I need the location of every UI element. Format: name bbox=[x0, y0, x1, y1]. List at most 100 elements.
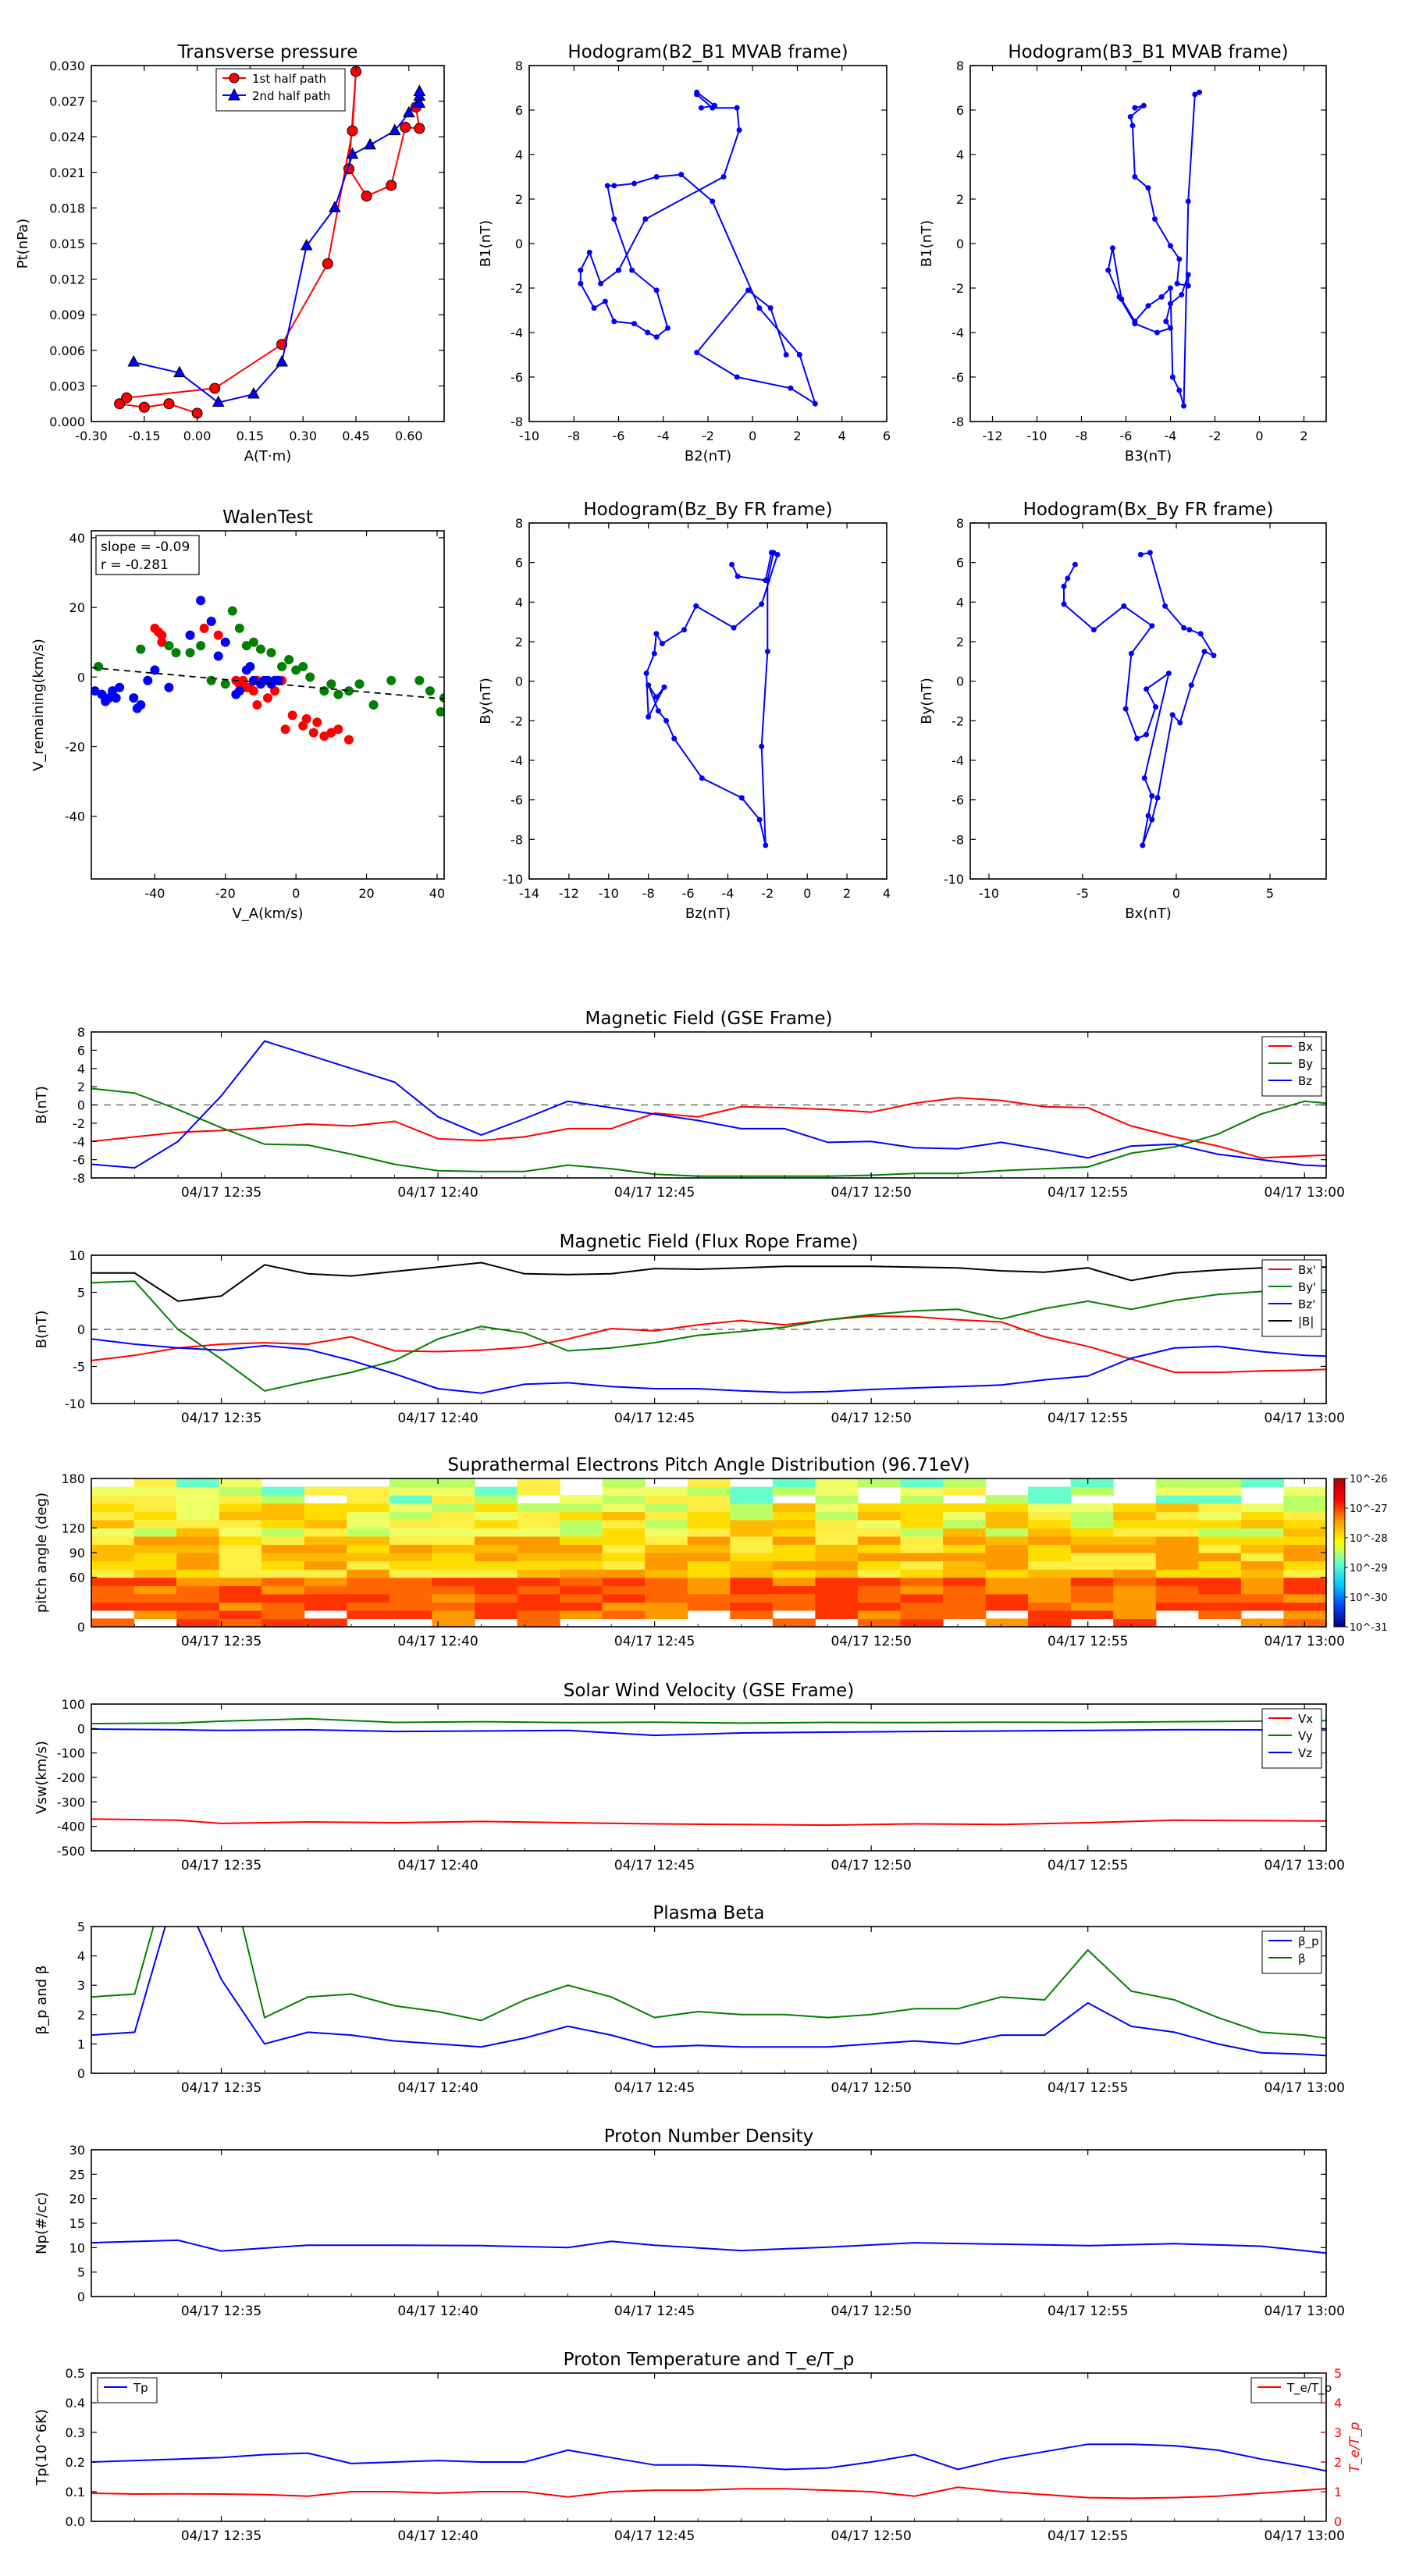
heatmap-cell bbox=[730, 1577, 774, 1586]
scatter-point bbox=[333, 689, 343, 699]
x-tick-label: 04/17 12:40 bbox=[397, 1858, 478, 1873]
heatmap-cell bbox=[602, 1486, 646, 1496]
heatmap-cell bbox=[730, 1511, 774, 1521]
heatmap-cell bbox=[261, 1593, 305, 1603]
heatmap-cell bbox=[943, 1519, 987, 1528]
data-point bbox=[734, 105, 740, 111]
scatter-point bbox=[206, 675, 216, 685]
heatmap-cell bbox=[1028, 1503, 1072, 1512]
y-tick-label: -2 bbox=[510, 713, 523, 728]
x-tick-label: 04/17 13:00 bbox=[1264, 1858, 1345, 1873]
heatmap-cell bbox=[219, 1495, 262, 1504]
heatmap-cell bbox=[517, 1585, 560, 1595]
heatmap-cell bbox=[1198, 1528, 1242, 1537]
heatmap-cell bbox=[730, 1503, 774, 1512]
heatmap-cell bbox=[389, 1569, 433, 1578]
heatmap-cell bbox=[1155, 1495, 1199, 1504]
heatmap-cell bbox=[560, 1511, 603, 1521]
legend-label: Bz' bbox=[1298, 1297, 1315, 1311]
heatmap-cell bbox=[261, 1553, 305, 1562]
series-line-By bbox=[91, 1087, 1326, 1177]
heatmap-cell bbox=[602, 1544, 646, 1553]
data-point bbox=[1140, 102, 1147, 109]
y-axis-label: B(nT) bbox=[34, 1086, 50, 1124]
heatmap-cell bbox=[475, 1593, 518, 1603]
x-tick-label: 40 bbox=[429, 886, 445, 901]
chart-title: Proton Number Density bbox=[604, 2126, 814, 2147]
y-tick-label: 0.009 bbox=[49, 308, 85, 322]
y-tick-label: 20 bbox=[69, 600, 85, 615]
heatmap-cell bbox=[176, 1528, 220, 1537]
heatmap-cell bbox=[475, 1535, 518, 1546]
heatmap-cell bbox=[91, 1618, 135, 1627]
heatmap-cell bbox=[857, 1478, 902, 1488]
heatmap-cell bbox=[1283, 1528, 1326, 1537]
heatmap-cell bbox=[347, 1503, 390, 1512]
data-point bbox=[1158, 294, 1165, 300]
heatmap-cell bbox=[943, 1503, 987, 1512]
y-tick-label: 15 bbox=[69, 2216, 85, 2231]
heatmap-cell bbox=[133, 1511, 177, 1521]
heatmap-cell bbox=[1240, 1577, 1285, 1586]
y-tick-label: 4 bbox=[956, 148, 964, 162]
data-point bbox=[611, 318, 617, 325]
heatmap-cell bbox=[815, 1560, 859, 1570]
heatmap-cell bbox=[91, 1503, 135, 1512]
x-tick-label: 04/17 12:35 bbox=[181, 2080, 261, 2096]
y-tick-label: 60 bbox=[69, 1571, 85, 1585]
scatter-point bbox=[298, 661, 308, 671]
scatter-point bbox=[319, 731, 329, 742]
data-point bbox=[1168, 301, 1173, 307]
heatmap-cell bbox=[261, 1511, 305, 1521]
heatmap-cell bbox=[261, 1618, 305, 1627]
x-tick-label: 0.30 bbox=[289, 429, 317, 443]
x-tick-label: 20 bbox=[358, 886, 374, 901]
x-tick-label: -14 bbox=[519, 886, 539, 901]
scatter-point bbox=[108, 686, 118, 696]
heatmap-cell bbox=[432, 1528, 475, 1537]
x-tick-label: 04/17 12:50 bbox=[831, 2304, 911, 2319]
x-tick-label: 04/17 12:55 bbox=[1048, 2304, 1128, 2319]
heatmap-cell bbox=[1070, 1519, 1114, 1528]
heatmap-cell bbox=[1155, 1569, 1199, 1578]
legend-label: 2nd half path bbox=[252, 89, 330, 103]
heatmap-cell bbox=[1283, 1511, 1326, 1521]
series-line-Vx bbox=[91, 1818, 1326, 1827]
heatmap-cell bbox=[985, 1503, 1029, 1512]
scatter-point bbox=[252, 700, 262, 710]
heatmap-cell bbox=[347, 1569, 390, 1578]
heatmap-cell bbox=[1198, 1503, 1242, 1512]
heatmap-cell bbox=[304, 1486, 347, 1496]
heatmap-cell bbox=[1028, 1486, 1072, 1496]
heatmap-cell bbox=[943, 1577, 987, 1586]
heatmap-cell bbox=[1198, 1553, 1242, 1562]
heatmap-cell bbox=[985, 1553, 1029, 1562]
heatmap-cell bbox=[133, 1535, 177, 1546]
y-tick-label: -300 bbox=[57, 1795, 85, 1809]
data-point bbox=[1129, 123, 1136, 129]
heatmap-cell bbox=[517, 1553, 560, 1562]
data-point bbox=[763, 842, 769, 849]
data-point bbox=[698, 105, 704, 111]
scatter-point bbox=[273, 675, 283, 685]
heatmap-cell bbox=[176, 1486, 220, 1496]
heatmap-cell bbox=[133, 1486, 177, 1496]
colorbar-label: 10^-29 bbox=[1350, 1563, 1388, 1574]
data-point bbox=[710, 105, 716, 111]
x-tick-label: 04/17 12:40 bbox=[397, 2304, 478, 2319]
heatmap-cell bbox=[815, 1610, 859, 1620]
heatmap-cell bbox=[133, 1602, 177, 1611]
heatmap-cell bbox=[985, 1544, 1029, 1553]
x-tick-label: 04/17 12:35 bbox=[181, 2304, 261, 2319]
data-point bbox=[645, 329, 651, 336]
heatmap-cell bbox=[772, 1585, 816, 1595]
heatmap-cell bbox=[1070, 1486, 1114, 1496]
heatmap-cell bbox=[687, 1577, 731, 1586]
data-point bbox=[1140, 842, 1146, 849]
scatter-point bbox=[220, 679, 230, 689]
y-tick-label: 0.3 bbox=[66, 2425, 85, 2440]
heatmap-cell bbox=[176, 1535, 220, 1546]
heatmap-cell bbox=[1028, 1610, 1072, 1620]
x-tick-label: 04/17 12:55 bbox=[1048, 1858, 1128, 1873]
data-point bbox=[1061, 601, 1067, 607]
